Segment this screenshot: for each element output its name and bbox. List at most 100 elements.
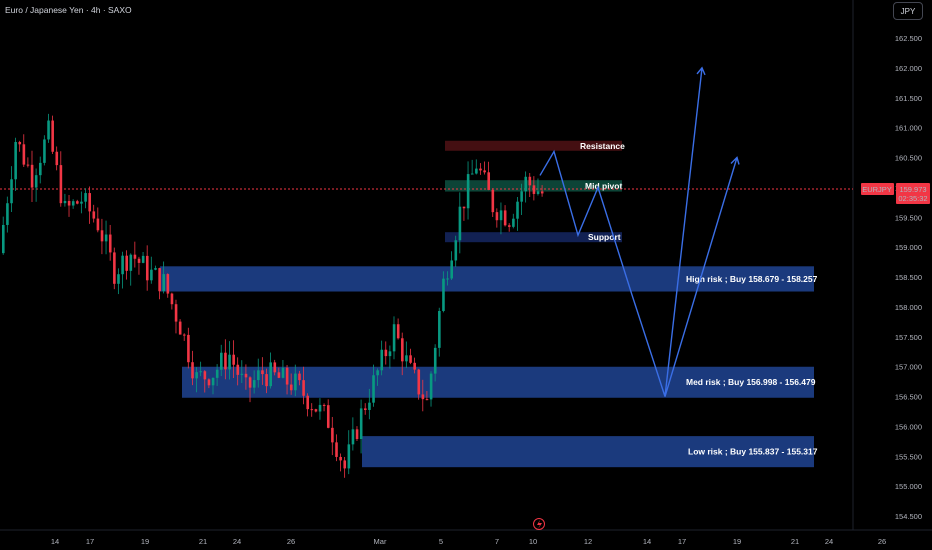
candle-body <box>273 362 277 373</box>
candle-body <box>322 404 326 406</box>
candle-body <box>294 373 297 391</box>
candle-body <box>359 408 363 439</box>
x-tick-label: 14 <box>643 537 651 546</box>
candle-body <box>532 185 536 194</box>
candle-body <box>339 456 342 461</box>
zone-label: High risk ; Buy 158.679 - 158.257 <box>686 274 818 284</box>
candle-body <box>137 258 141 263</box>
candle-body <box>289 384 293 391</box>
candle-body <box>6 203 9 225</box>
candle-body <box>76 201 79 204</box>
candle-body <box>376 370 379 376</box>
candle-body <box>442 278 445 311</box>
candle-body <box>183 334 186 336</box>
candle-body <box>540 191 544 194</box>
candle-body <box>125 255 129 271</box>
zone-rect <box>445 140 622 151</box>
lightning-icon-glyph <box>537 520 542 529</box>
x-tick-label: 19 <box>141 537 149 546</box>
y-tick-label: 157.000 <box>895 363 922 372</box>
candle-body <box>269 362 272 387</box>
chart-title: Euro / Japanese Yen · 4h · SAXO <box>5 5 132 15</box>
candle-body <box>326 405 330 428</box>
candle-body <box>458 206 462 241</box>
x-tick-label: 19 <box>733 537 741 546</box>
candle-body <box>487 172 491 190</box>
candle-body <box>59 165 63 204</box>
candle-body <box>117 274 120 284</box>
candle-body <box>285 367 289 385</box>
zone-label: Resistance <box>580 141 625 151</box>
candle-body <box>512 218 515 227</box>
candle-body <box>211 377 215 386</box>
candle-body <box>429 373 433 400</box>
candle-body <box>207 379 211 386</box>
candle-body <box>499 210 503 221</box>
y-tick-label: 161.500 <box>895 94 922 103</box>
zone-rect <box>160 266 814 292</box>
candle-body <box>220 352 223 370</box>
y-tick-label: 162.500 <box>895 34 922 43</box>
x-tick-label: 10 <box>529 537 537 546</box>
candle-body <box>388 351 392 357</box>
candle-body <box>536 191 540 194</box>
candle-body <box>438 310 441 348</box>
candle-body <box>507 225 511 227</box>
candle-body <box>462 206 466 209</box>
candle-body <box>108 234 112 253</box>
candle-body <box>331 427 334 443</box>
candle-body <box>405 355 408 362</box>
candle-body <box>318 404 322 412</box>
lightning-icon[interactable] <box>533 518 545 530</box>
projection-arrowhead <box>696 66 706 76</box>
candle-body <box>257 370 260 381</box>
candle-body <box>368 402 371 410</box>
y-tick-label: 159.000 <box>895 243 922 252</box>
candle-body <box>224 352 227 370</box>
y-tick-label: 157.500 <box>895 333 922 342</box>
y-tick-label: 156.000 <box>895 422 922 431</box>
candle-body <box>187 334 190 363</box>
x-tick-label: 21 <box>199 537 207 546</box>
candle-body <box>244 373 248 378</box>
candle-body <box>396 324 400 339</box>
symbol-tag-bg <box>861 182 894 195</box>
candle-body <box>520 191 523 202</box>
candle-body <box>199 371 203 373</box>
candle-body <box>51 120 54 152</box>
y-tick-label: 158.000 <box>895 303 922 312</box>
y-tick-label: 159.500 <box>895 213 922 222</box>
candle-body <box>470 173 474 175</box>
candle-body <box>34 175 38 188</box>
candle-body <box>166 274 170 294</box>
candle-body <box>22 144 26 165</box>
zone-rect <box>445 232 622 243</box>
candle-body <box>372 375 375 403</box>
x-tick-label: 14 <box>51 537 59 546</box>
y-tick-label: 155.000 <box>895 482 922 491</box>
candle-body <box>252 380 256 388</box>
candle-body <box>113 252 116 284</box>
candle-body <box>170 293 174 305</box>
candle-body <box>215 369 219 378</box>
countdown-tag: 02:35:32 <box>898 194 927 203</box>
x-tick-label: 26 <box>878 537 886 546</box>
currency-button[interactable]: JPY <box>893 2 923 20</box>
candle-body <box>413 362 416 370</box>
candle-body <box>384 349 388 357</box>
candle-body <box>298 373 301 381</box>
candle-body <box>380 349 384 371</box>
candle-body <box>100 230 104 242</box>
candle-body <box>421 394 425 400</box>
candle-body <box>39 162 42 176</box>
candle-body <box>516 201 519 219</box>
candle-body <box>491 189 495 213</box>
y-tick-label: 155.500 <box>895 452 922 461</box>
candle-body <box>158 268 161 292</box>
price-tag-bg <box>896 182 930 204</box>
candle-body <box>433 347 437 374</box>
y-tick-label: 156.500 <box>895 393 922 402</box>
candle-body <box>191 362 194 379</box>
